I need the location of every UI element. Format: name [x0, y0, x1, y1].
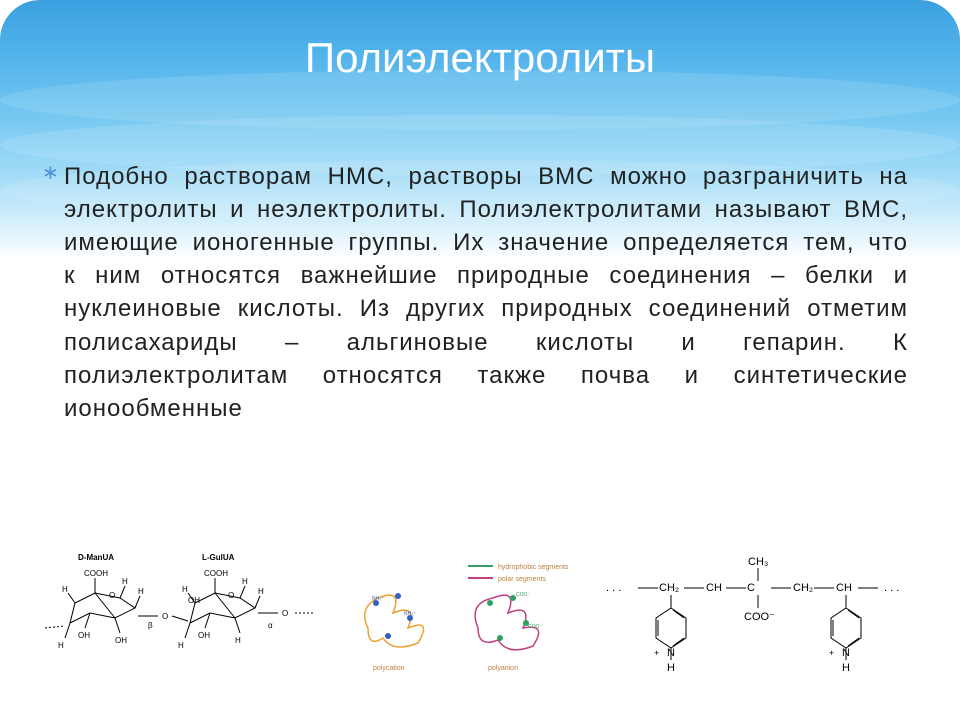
n: N — [667, 647, 675, 659]
bullet-icon: ∗ — [42, 166, 56, 180]
svg-text:NH₃⁺: NH₃⁺ — [372, 596, 384, 602]
label-h: H — [122, 577, 128, 586]
label-oh: OH — [78, 631, 90, 640]
svg-text:C: C — [747, 582, 755, 594]
svg-text:COO⁻: COO⁻ — [528, 624, 542, 630]
label-cooh: COOH — [204, 569, 228, 578]
ch: CH — [836, 582, 852, 594]
label-dmanua: D-ManUA — [78, 553, 114, 562]
label-polyanion: polyanion — [488, 665, 518, 672]
h: H — [667, 662, 675, 674]
svg-text:+: + — [654, 648, 659, 658]
label-o: O — [282, 609, 288, 618]
paragraph: Подобно растворам НМС, растворы ВМС можн… — [64, 160, 908, 425]
label-h: H — [138, 587, 144, 596]
label-beta: β — [148, 621, 153, 630]
ch2: CH₂ — [659, 582, 679, 594]
label-lgulua: L-GulUA — [202, 553, 235, 562]
svg-text:COO⁻: COO⁻ — [516, 592, 530, 598]
ch3: CH₃ — [748, 556, 768, 568]
ch2: CH₂ — [793, 582, 813, 594]
label-hydrophobic: hydrophobic segments — [498, 564, 569, 571]
label-cooh: COOH — [84, 569, 108, 578]
label-h: H — [235, 636, 241, 645]
label-o: O — [228, 591, 234, 600]
label-h: H — [58, 641, 64, 650]
alginate-sugar-structure: D-ManUA L-GulUA COOH COOH H H H OH OH H … — [40, 548, 330, 678]
label-polar: polar segments — [498, 576, 546, 583]
figure-row: D-ManUA L-GulUA COOH COOH H H H OH OH H … — [40, 545, 920, 680]
label-o: O — [109, 591, 115, 600]
ch: CH — [706, 582, 722, 594]
coo: COO⁻ — [744, 611, 775, 623]
slide: Полиэлектролиты ∗ Подобно растворам НМС,… — [0, 0, 960, 720]
label-oh: OH — [198, 631, 210, 640]
label-h: H — [242, 577, 248, 586]
body-text-block: ∗ Подобно растворам НМС, растворы ВМС мо… — [52, 160, 908, 425]
label-h: H — [178, 641, 184, 650]
dots: . . . — [606, 582, 621, 594]
label-h: H — [258, 587, 264, 596]
h: H — [842, 662, 850, 674]
n: N — [842, 647, 850, 659]
label-oh: OH — [188, 596, 200, 605]
svg-text:NH₃⁺: NH₃⁺ — [404, 611, 416, 617]
svg-text:+: + — [829, 648, 834, 658]
dots: . . . — [884, 582, 899, 594]
label-h: H — [182, 585, 188, 594]
slide-title: Полиэлектролиты — [0, 34, 960, 82]
polycation-polyanion-schematic: NH₃⁺ NH₃⁺ COO⁻ COO⁻ hydrophobic s — [348, 548, 578, 678]
label-polycation: polycation — [373, 665, 405, 672]
label-o: O — [162, 612, 168, 621]
label-alpha: α — [268, 621, 273, 630]
label-h: H — [62, 585, 68, 594]
polyvinylpyridine-chain: . . . . . . CH₂ CH C CH₂ CH CH₃ COO⁻ N +… — [596, 548, 916, 678]
label-oh: OH — [115, 636, 127, 645]
